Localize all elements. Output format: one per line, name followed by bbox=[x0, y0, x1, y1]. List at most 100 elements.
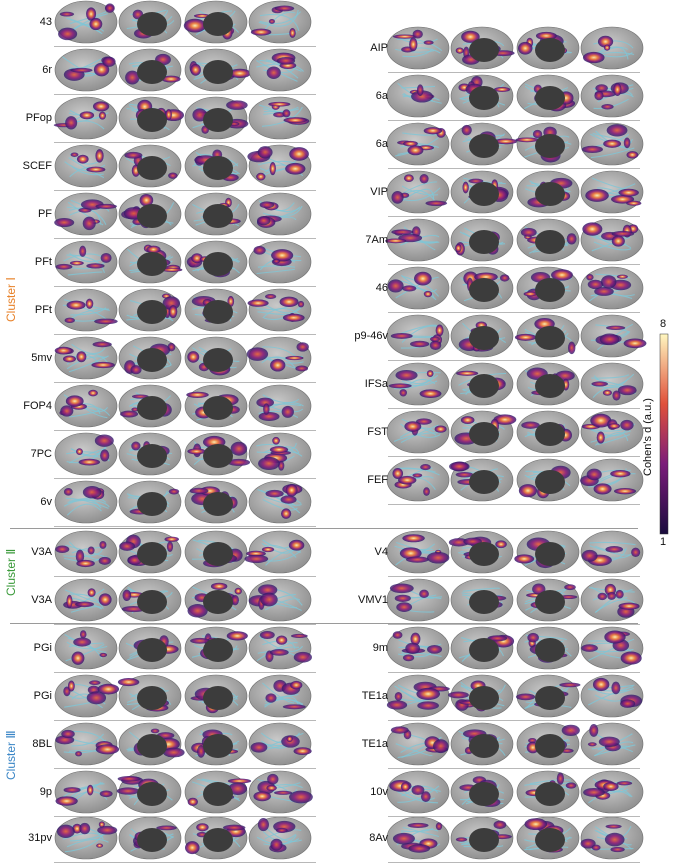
row-divider bbox=[388, 408, 640, 409]
brain-surface bbox=[54, 288, 118, 332]
brain-surface bbox=[184, 578, 248, 622]
brain-surface bbox=[580, 122, 644, 166]
brain-surface bbox=[184, 722, 248, 766]
brain-surface bbox=[54, 480, 118, 524]
brain-surface bbox=[448, 530, 514, 574]
brain-surface bbox=[580, 410, 644, 454]
region-label: 9p bbox=[39, 786, 52, 798]
brain-surface bbox=[248, 480, 312, 524]
brain-surface bbox=[54, 192, 118, 236]
brain-surface bbox=[580, 170, 644, 214]
row-divider bbox=[54, 94, 316, 95]
brain-surface bbox=[184, 384, 248, 428]
region-label: VIP bbox=[370, 186, 388, 198]
brain-surface bbox=[54, 48, 118, 92]
brain-surface bbox=[184, 626, 248, 670]
row-divider bbox=[54, 46, 316, 47]
row-divider bbox=[54, 478, 316, 479]
brain-surface bbox=[450, 626, 515, 670]
brain-surface bbox=[515, 674, 581, 718]
cluster-separator-1 bbox=[10, 528, 638, 529]
region-label: 8Av bbox=[369, 832, 388, 844]
row-divider bbox=[54, 238, 316, 239]
brain-surface bbox=[386, 770, 450, 814]
brain-surface bbox=[386, 578, 450, 622]
region-label: 7PC bbox=[30, 448, 52, 460]
row-divider bbox=[388, 504, 640, 505]
brain-surface bbox=[118, 96, 184, 140]
brain-surface bbox=[386, 266, 450, 310]
brain-surface bbox=[580, 770, 644, 814]
brain-surface bbox=[184, 144, 248, 188]
region-label: p9-46v bbox=[354, 330, 388, 342]
row-divider bbox=[54, 624, 316, 625]
brain-surface bbox=[450, 770, 514, 814]
brain-surface bbox=[54, 626, 118, 670]
row-divider bbox=[388, 168, 640, 169]
brain-surface bbox=[118, 816, 182, 860]
brain-surface bbox=[118, 0, 182, 44]
row-divider bbox=[54, 142, 316, 143]
brain-surface bbox=[248, 674, 312, 718]
brain-surface bbox=[450, 26, 515, 70]
region-label: TE1a bbox=[361, 738, 388, 750]
region-label: PFop bbox=[25, 112, 52, 124]
brain-surface bbox=[118, 288, 182, 332]
brain-surface bbox=[184, 192, 248, 236]
row-divider bbox=[388, 456, 640, 457]
brain-surface bbox=[450, 362, 514, 406]
row-divider bbox=[388, 862, 640, 863]
brain-surface bbox=[248, 432, 312, 476]
brain-surface bbox=[385, 218, 450, 262]
region-label: 6r bbox=[42, 64, 52, 76]
brain-surface bbox=[580, 816, 644, 860]
brain-surface bbox=[54, 770, 118, 814]
brain-surface bbox=[54, 384, 118, 428]
brain-surface bbox=[54, 0, 118, 44]
brain-surface bbox=[386, 314, 450, 358]
brain-surface bbox=[386, 458, 450, 502]
row-divider bbox=[54, 816, 316, 817]
brain-surface bbox=[580, 266, 644, 310]
brain-surface bbox=[118, 48, 182, 92]
region-label: 5mv bbox=[31, 352, 52, 364]
brain-surface bbox=[450, 218, 514, 262]
brain-surface bbox=[580, 530, 644, 574]
brain-surface bbox=[386, 816, 450, 860]
brain-surface bbox=[54, 578, 118, 622]
brain-surface bbox=[184, 96, 249, 140]
brain-surface bbox=[386, 674, 450, 718]
brain-surface bbox=[516, 74, 580, 118]
brain-surface bbox=[244, 530, 312, 574]
region-label: IFSa bbox=[364, 378, 388, 390]
brain-surface bbox=[448, 674, 514, 718]
brain-surface bbox=[247, 144, 312, 188]
brain-surface bbox=[116, 770, 182, 814]
region-label: V3A bbox=[31, 594, 52, 606]
brain-surface bbox=[386, 626, 450, 670]
row-divider bbox=[54, 190, 316, 191]
brain-surface bbox=[248, 770, 313, 814]
region-label: VMV1 bbox=[358, 594, 388, 606]
row-divider bbox=[54, 576, 316, 577]
row-divider bbox=[388, 816, 640, 817]
brain-surface bbox=[516, 218, 580, 262]
brain-surface bbox=[184, 48, 252, 92]
brain-surface bbox=[248, 722, 312, 766]
brain-surface bbox=[118, 192, 182, 236]
row-divider bbox=[388, 120, 640, 121]
colorbar-min-label: 1 bbox=[660, 536, 667, 548]
colorbar-title: Cohen's d (a.u.) bbox=[642, 398, 654, 476]
row-divider bbox=[54, 672, 316, 673]
region-label: PGi bbox=[33, 642, 52, 654]
brain-surface bbox=[516, 410, 580, 454]
row-divider bbox=[388, 576, 640, 577]
brain-surface bbox=[580, 578, 644, 622]
brain-surface bbox=[450, 578, 514, 622]
row-divider bbox=[388, 312, 640, 313]
brain-surface bbox=[450, 266, 514, 310]
brain-surface bbox=[580, 362, 644, 406]
brain-surface bbox=[516, 170, 580, 214]
region-label: 8BL bbox=[32, 738, 52, 750]
region-label: 9m bbox=[372, 642, 388, 654]
